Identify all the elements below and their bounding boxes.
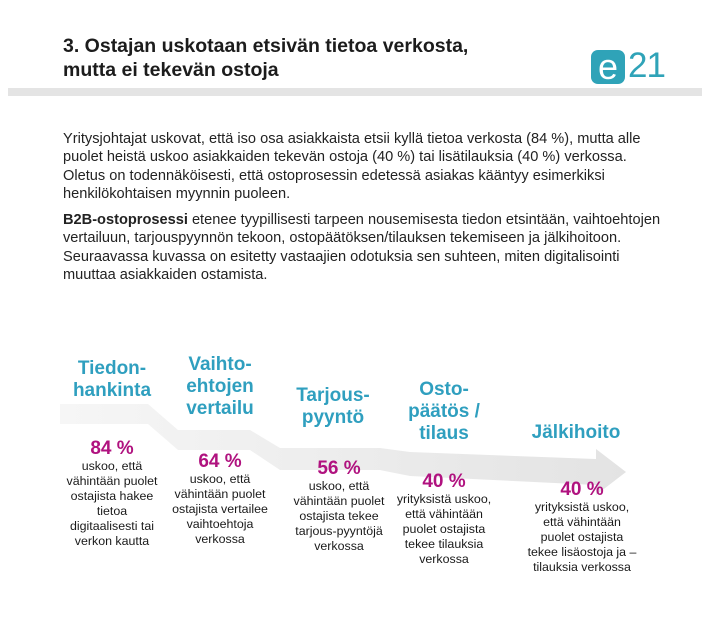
step-1-title: Tiedon- hankinta — [72, 358, 152, 401]
page-title: 3. Ostajan uskotaan etsivän tietoa verko… — [63, 34, 543, 82]
step-3-title: Tarjous- pyyntö — [296, 385, 370, 428]
logo-digits: 21 — [628, 46, 666, 85]
step-5-percentage: 40 % — [560, 479, 604, 500]
step-4-description: yrityksistä uskoo, että vähintään puolet… — [396, 492, 492, 566]
process-text: etenee tyypillisesti tarpeen nousemisest… — [63, 212, 661, 283]
step-3-description: uskoo, että vähintään puolet ostajista t… — [293, 479, 385, 553]
process-paragraph: B2B-ostoprosessi etenee tyypillisesti ta… — [63, 211, 663, 284]
title-line-2: mutta ei tekevän ostoja — [63, 59, 279, 81]
header-divider — [8, 88, 702, 96]
step-2-percentage: 64 % — [198, 451, 242, 472]
logo-e-icon: e — [598, 50, 618, 84]
step-3-percentage: 56 % — [317, 458, 361, 479]
step-5-title: Jälkihoito — [531, 422, 621, 443]
intro-paragraph: Yritysjohtajat uskovat, että iso osa asi… — [63, 131, 641, 202]
process-term: B2B-ostoprosessi — [63, 212, 188, 228]
title-line-1: 3. Ostajan uskotaan etsivän tietoa verko… — [63, 35, 469, 57]
step-1-percentage: 84 % — [90, 438, 134, 459]
e21-logo: e 21 — [591, 46, 669, 85]
step-1-description: uskoo, että vähintään puolet ostajista h… — [66, 459, 158, 548]
step-2-title: Vaihto- ehtojen vertailu — [186, 354, 254, 419]
logo-e-box: e — [591, 50, 625, 84]
step-5-description: yrityksistä uskoo, että vähintään puolet… — [527, 500, 637, 574]
step-4-percentage: 40 % — [422, 471, 466, 492]
svg-text:e: e — [598, 50, 618, 84]
step-4-title: Osto- päätös / tilaus — [408, 379, 480, 444]
step-2-description: uskoo, että vähintään puolet ostajista v… — [172, 472, 268, 546]
